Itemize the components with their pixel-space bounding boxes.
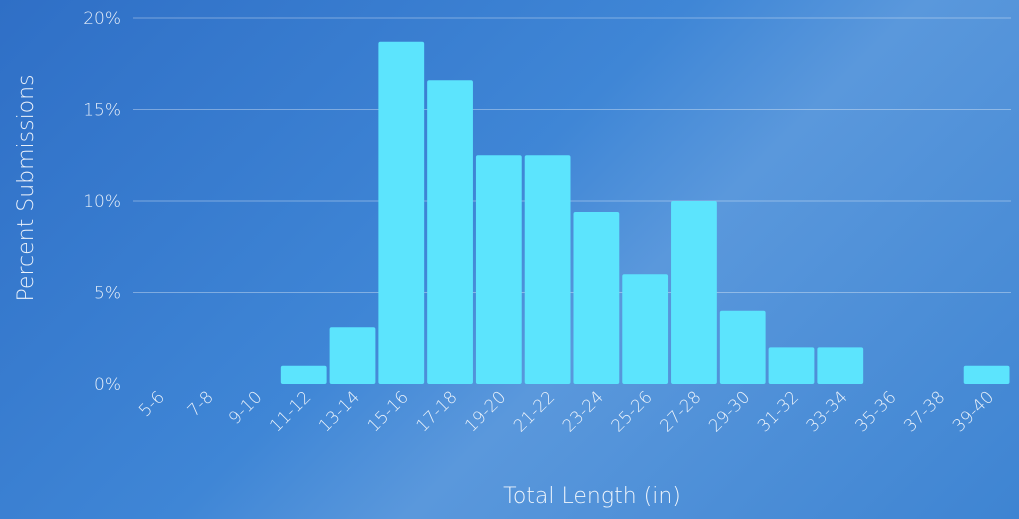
bar-23-24 (573, 211, 620, 384)
bar-27-28 (671, 201, 717, 384)
x-tick-label: 7-8 (184, 387, 218, 421)
bar-15-16 (378, 41, 425, 384)
x-tick-label: 25-26 (608, 387, 657, 436)
bar-31-32 (768, 347, 815, 384)
x-tick-label: 35-36 (852, 387, 901, 436)
x-tick-label: 13-14 (315, 387, 364, 436)
x-tick-label: 11-12 (266, 387, 315, 436)
bars (280, 41, 1010, 384)
x-tick-label: 31-32 (754, 387, 803, 436)
y-tick-label: 20% (83, 9, 121, 29)
x-tick-label: 37-38 (900, 387, 949, 436)
x-tick-label: 39-40 (949, 387, 998, 436)
y-axis-title: Percent Submissions (14, 74, 39, 301)
x-tick-label: 5-6 (135, 387, 169, 421)
x-tick-label: 23-24 (559, 387, 608, 436)
y-tick-label: 5% (94, 284, 121, 304)
bar-25-26 (622, 274, 669, 384)
gridlines (133, 17, 1011, 293)
x-tick-label: 17-18 (413, 387, 462, 436)
bar-11-12 (280, 365, 327, 384)
bar-13-14 (329, 327, 376, 384)
x-tick-label: 9-10 (225, 387, 266, 428)
x-tick-label: 21-22 (510, 387, 559, 436)
x-tick-label: 33-34 (803, 387, 852, 436)
x-tick-label: 19-20 (461, 387, 510, 436)
y-tick-label: 10% (83, 192, 121, 212)
x-tick-label: 29-30 (705, 387, 754, 436)
y-tick-label: 15% (83, 101, 121, 121)
x-tick-label: 15-16 (364, 387, 413, 436)
bar-21-22 (524, 155, 571, 384)
bar-17-18 (427, 80, 473, 384)
bar-39-40 (963, 365, 1010, 384)
y-tick-label: 0% (94, 375, 121, 395)
y-tick-labels: 0% 5% 10% 15% 20% (83, 9, 121, 395)
x-tick-labels: 5-6 7-8 9-10 11-12 13-14 15-16 17-18 19-20 21-22… (135, 387, 998, 436)
bar-29-30 (719, 310, 766, 384)
x-axis-title: Total Length (in) (503, 484, 681, 509)
bar-19-20 (475, 155, 522, 384)
bar-33-34 (817, 347, 864, 384)
x-tick-label: 27-28 (656, 387, 705, 436)
